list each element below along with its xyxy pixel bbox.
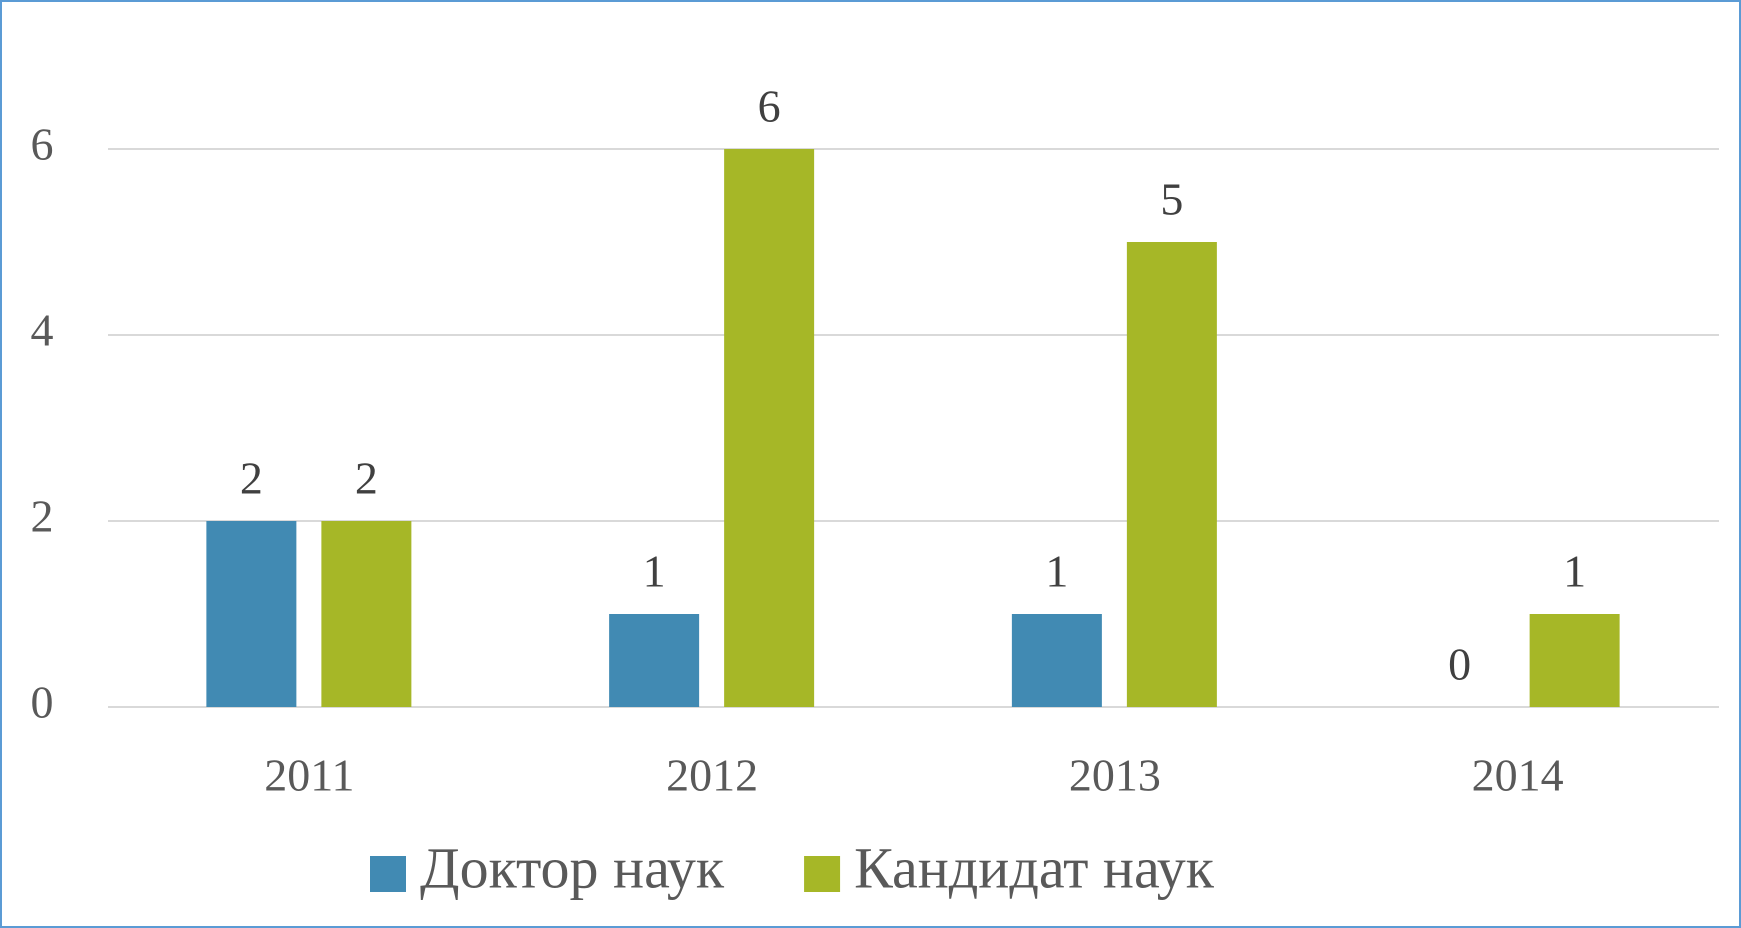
x-tick-label: 2012 bbox=[666, 750, 758, 801]
data-label: 2 bbox=[240, 453, 263, 504]
x-tick-label: 2013 bbox=[1069, 750, 1161, 801]
x-tick-label: 2011 bbox=[264, 750, 354, 801]
data-label: 2 bbox=[355, 453, 378, 504]
x-tick-label: 2014 bbox=[1472, 750, 1564, 801]
bar bbox=[1011, 614, 1102, 707]
bar bbox=[609, 614, 700, 707]
bar bbox=[1126, 242, 1217, 707]
data-label: 1 bbox=[1563, 546, 1586, 597]
legend-swatch bbox=[370, 856, 406, 892]
y-tick-label: 6 bbox=[31, 119, 54, 170]
data-label: 5 bbox=[1160, 174, 1183, 225]
legend-label: Кандидат наук bbox=[854, 835, 1215, 900]
y-tick-label: 0 bbox=[31, 677, 54, 728]
y-tick-label: 4 bbox=[31, 305, 54, 356]
bar bbox=[1529, 614, 1620, 707]
y-tick-label: 2 bbox=[31, 491, 54, 542]
legend-label: Доктор наук bbox=[420, 835, 725, 900]
bar bbox=[206, 521, 297, 707]
bar bbox=[724, 149, 815, 707]
data-label: 1 bbox=[643, 546, 666, 597]
bar bbox=[321, 521, 412, 707]
data-label: 6 bbox=[758, 81, 781, 132]
data-label: 1 bbox=[1045, 546, 1068, 597]
legend-swatch bbox=[804, 856, 841, 892]
data-label: 0 bbox=[1448, 639, 1471, 690]
